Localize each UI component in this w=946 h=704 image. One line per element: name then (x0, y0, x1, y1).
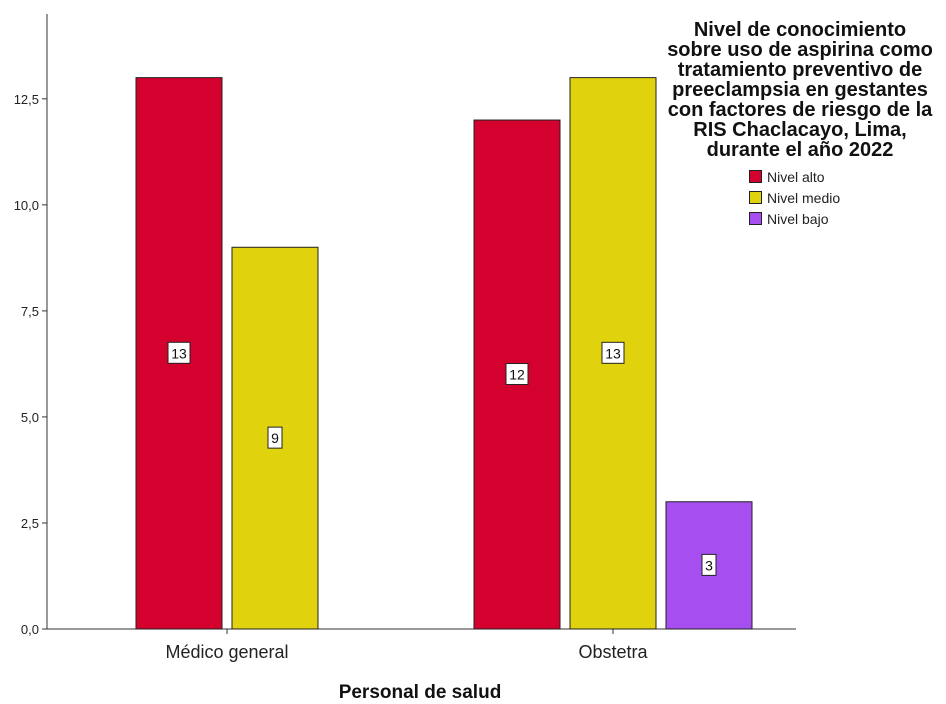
data-label: 13 (171, 345, 187, 361)
data-label: 9 (271, 430, 279, 446)
data-label: 3 (705, 557, 713, 573)
y-tick-label: 10,0 (14, 198, 39, 213)
y-tick-label: 12,5 (14, 92, 39, 107)
legend-items: Nivel alto Nivel medio Nivel bajo (749, 166, 943, 229)
legend-swatch (749, 191, 762, 204)
legend-swatch (749, 212, 762, 225)
y-tick-label: 0,0 (21, 622, 39, 637)
y-tick-label: 7,5 (21, 304, 39, 319)
legend-title: Nivel de conocimiento sobre uso de aspiri… (657, 20, 943, 160)
legend-title-line: preeclampsia en gestantes (672, 79, 928, 101)
x-axis: Médico general Obstetra (47, 628, 796, 662)
x-axis-title: Personal de salud (339, 682, 502, 703)
y-tick-label: 2,5 (21, 516, 39, 531)
x-tick-label: Obstetra (578, 642, 648, 662)
legend-label: Nivel medio (767, 189, 841, 206)
legend-title-line: durante el año 2022 (706, 139, 894, 161)
data-label: 13 (605, 345, 621, 361)
legend-title-line: tratamiento preventivo de (677, 59, 923, 81)
legend-item: Nivel alto (749, 166, 943, 187)
legend-title-line: con factores de riesgo de la (667, 99, 933, 121)
legend-swatch (749, 170, 762, 183)
data-label-box (167, 341, 191, 364)
data-label-box (267, 426, 283, 449)
x-tick-label: Médico general (165, 642, 288, 662)
legend-title-line: Nivel de conocimiento (693, 19, 907, 41)
data-label-box (701, 553, 717, 576)
data-labels: 13 9 12 13 3 (167, 341, 717, 576)
y-axis: 0,0 2,5 5,0 7,5 10,0 12,5 (14, 14, 48, 637)
data-label-box (601, 341, 625, 364)
legend-title-line: RIS Chaclacayo, Lima, (693, 119, 907, 141)
data-label-box (505, 363, 529, 386)
legend: Nivel de conocimiento sobre uso de aspiri… (657, 20, 943, 229)
legend-title-line: sobre uso de aspirina como (667, 39, 933, 61)
legend-item: Nivel medio (749, 187, 943, 208)
legend-item: Nivel bajo (749, 208, 943, 229)
legend-label: Nivel alto (767, 168, 825, 185)
y-tick-label: 5,0 (21, 410, 39, 425)
legend-label: Nivel bajo (767, 210, 829, 227)
data-label: 12 (509, 367, 525, 383)
